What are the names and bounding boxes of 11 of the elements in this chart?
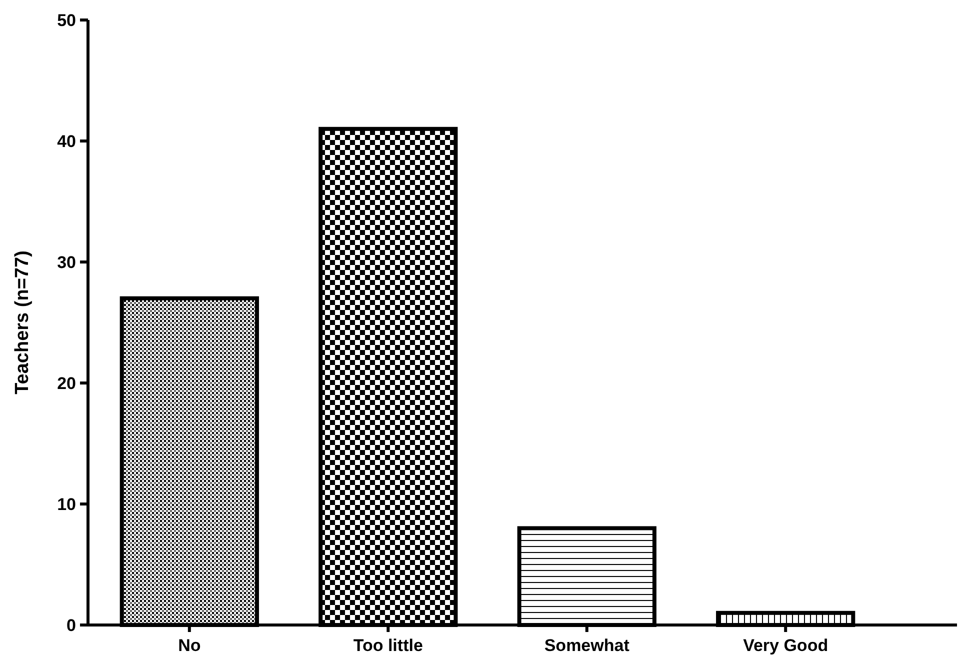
x-tick-label: Somewhat: [544, 636, 630, 655]
y-tick-label: 0: [66, 616, 76, 635]
y-tick-label: 40: [57, 132, 76, 151]
y-tick-label: 50: [57, 10, 76, 30]
x-tick-label: No: [178, 636, 201, 655]
y-tick-label: 20: [57, 374, 76, 393]
x-tick-label: Too little: [353, 636, 423, 655]
y-tick-label: 30: [57, 252, 76, 272]
y-tick-label: 10: [57, 494, 76, 514]
x-tick-label: Very Good: [743, 636, 828, 655]
y-axis-title: Teachers (n=77): [12, 250, 33, 394]
